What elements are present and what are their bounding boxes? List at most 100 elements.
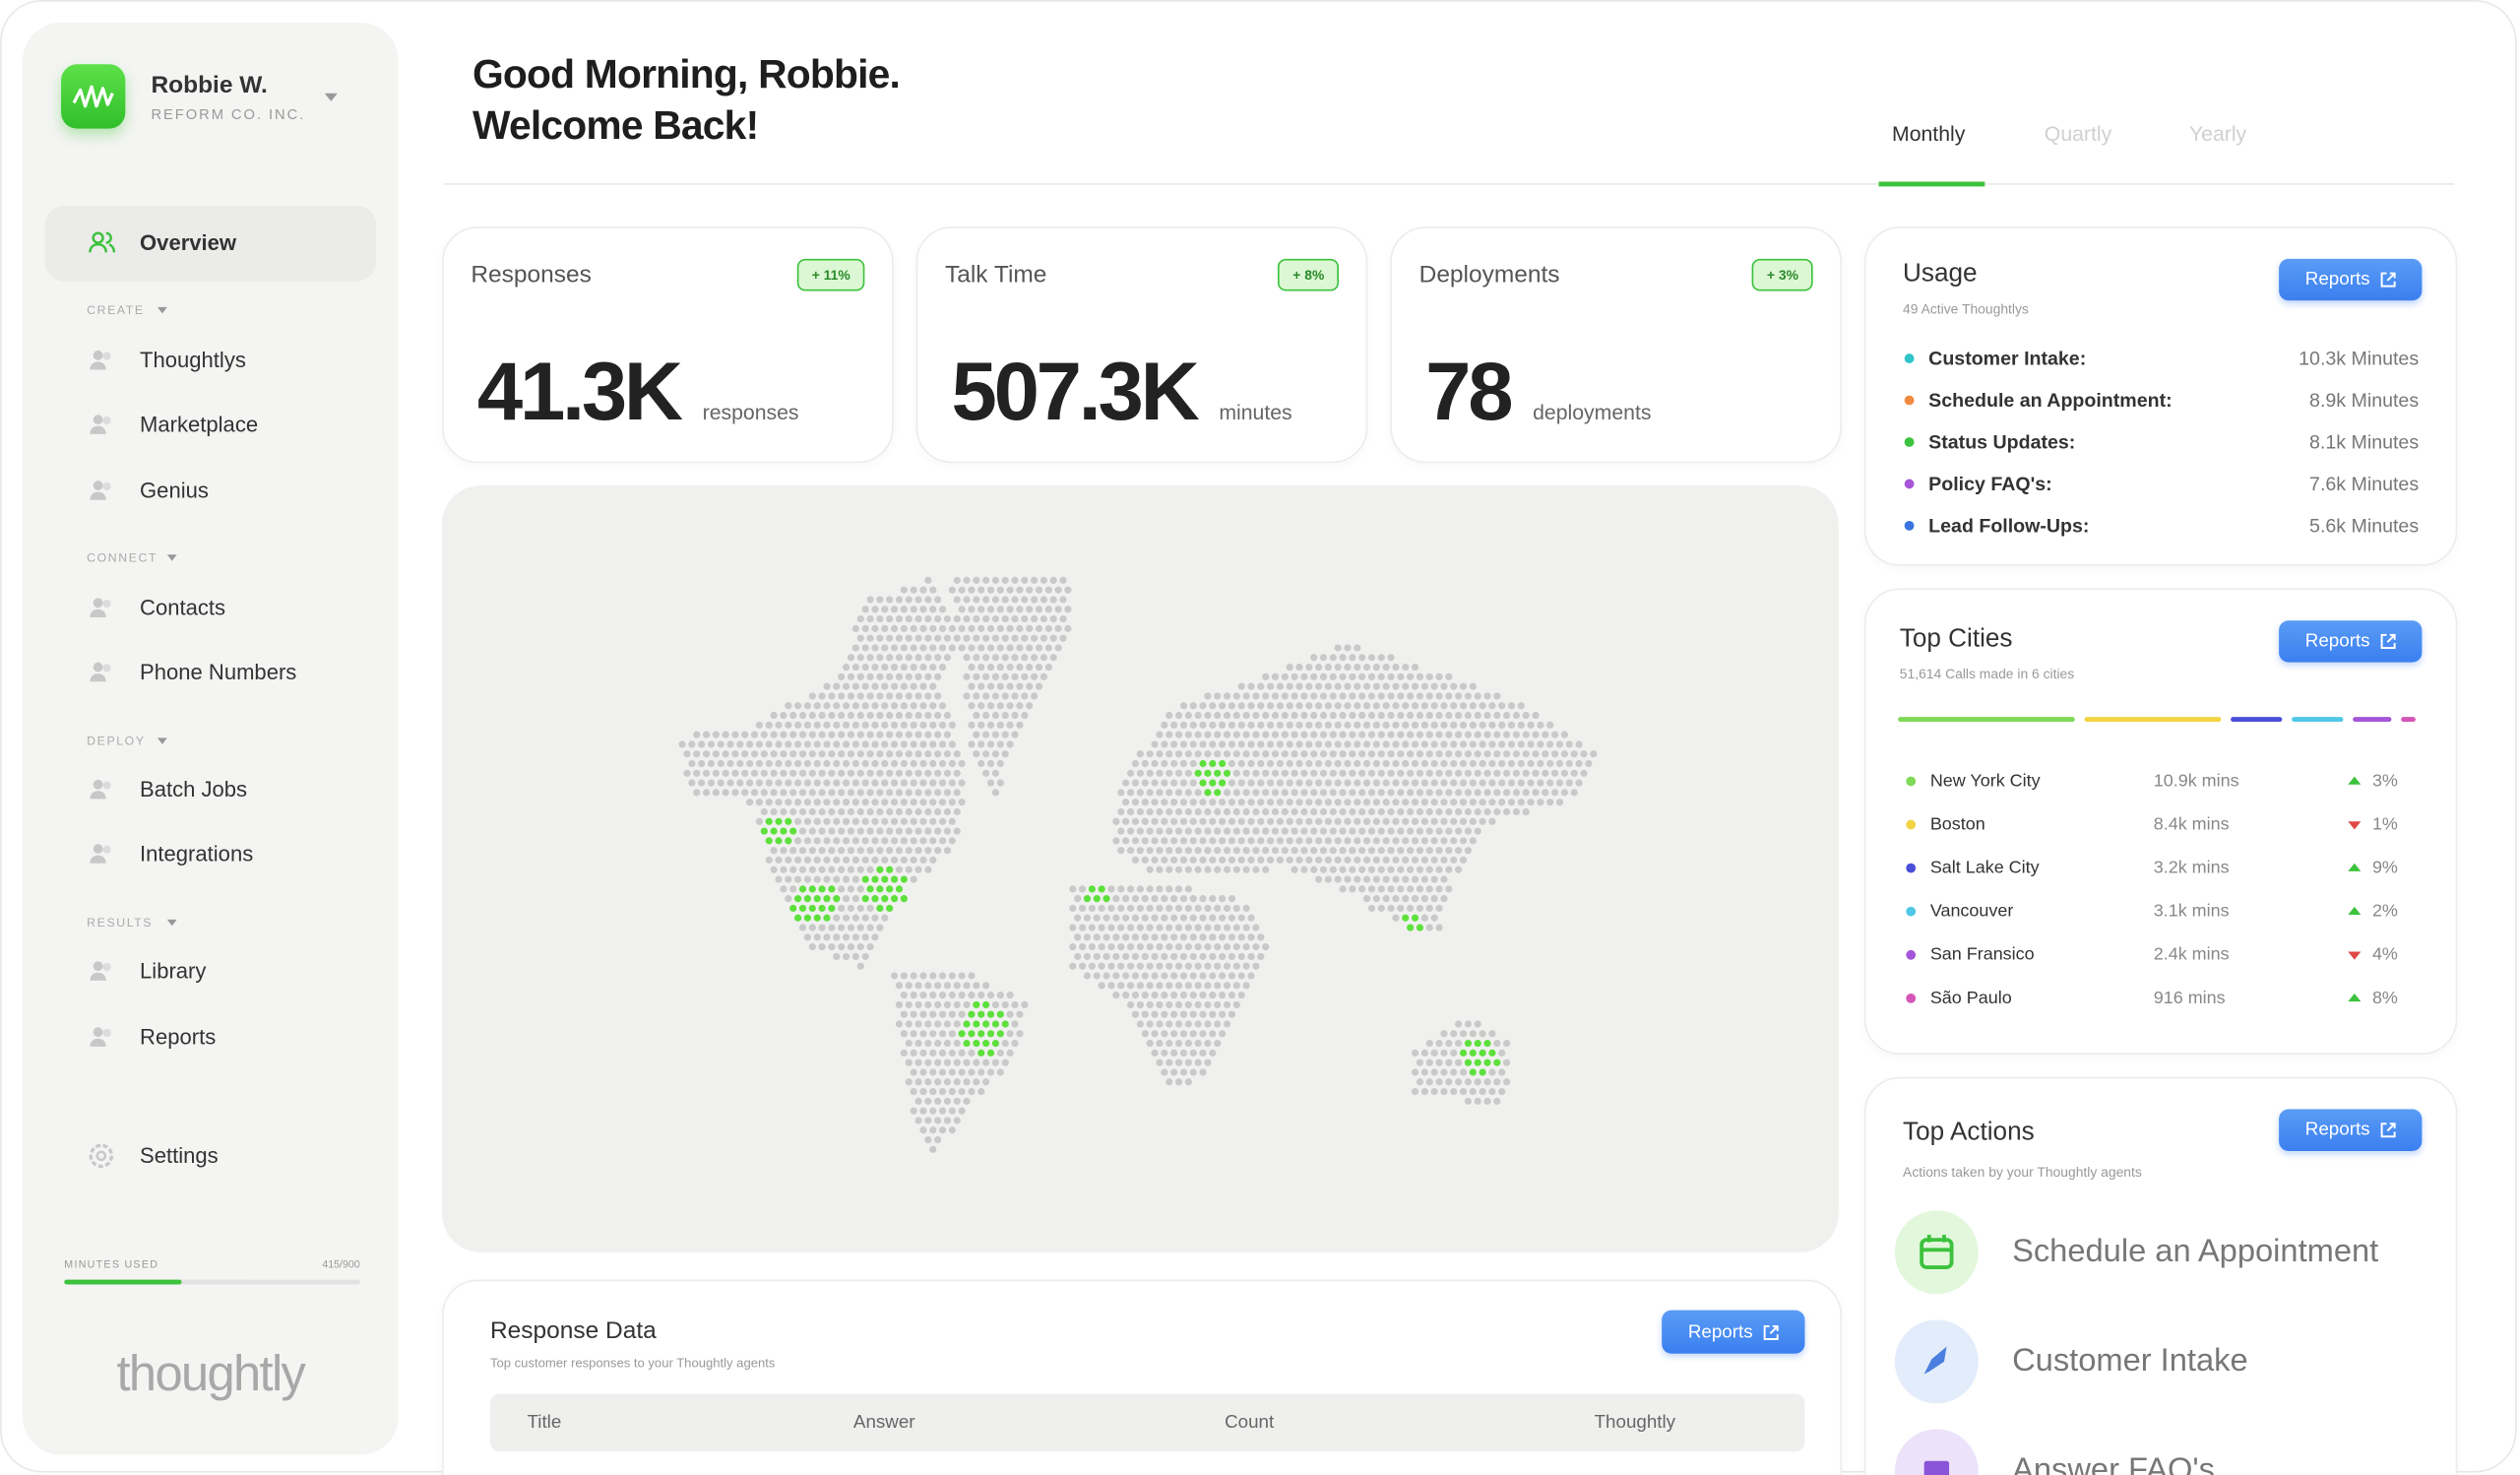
stat-badge: + 3% <box>1752 258 1813 291</box>
reports-button[interactable]: Reports <box>2279 620 2423 663</box>
usage-name: Policy FAQ's: <box>1928 472 2052 495</box>
usage-value: 10.3k Minutes <box>2299 347 2420 370</box>
nav-item[interactable]: Integrations <box>140 841 254 866</box>
nav-icon <box>90 844 111 864</box>
brand-logo: thoughtly <box>116 1345 306 1402</box>
city-name: Boston <box>1929 814 1985 835</box>
stat-badge: + 8% <box>1278 258 1339 291</box>
minutes-track <box>64 1279 360 1285</box>
stat-unit: minutes <box>1219 400 1292 425</box>
usage-name: Status Updates: <box>1928 430 2076 454</box>
column-header: Title <box>527 1413 562 1433</box>
user-name: Robbie W. <box>151 71 268 99</box>
stat-value-row: 78 deployments <box>1425 344 1651 438</box>
button-label[interactable]: Reports <box>1687 1321 1753 1342</box>
nav-icon <box>90 961 111 981</box>
legend-dot <box>1906 863 1917 873</box>
panel-title: Usage <box>1903 260 1978 289</box>
reports-button[interactable]: Reports <box>2279 1109 2423 1151</box>
city-minutes: 2.4k mins <box>2153 944 2230 965</box>
action-label[interactable]: Customer Intake <box>2012 1343 2248 1379</box>
column-header: Answer <box>852 1413 915 1433</box>
nav-item[interactable]: Phone Numbers <box>140 660 297 684</box>
nav-item[interactable]: Overview <box>140 230 237 255</box>
nav-icon <box>90 415 111 434</box>
city-bar <box>2230 717 2283 723</box>
reports-button[interactable]: Reports <box>2279 258 2423 301</box>
city-bar <box>2084 717 2222 723</box>
action-icon <box>1923 1460 1950 1475</box>
stat-value-row: 507.3K minutes <box>952 344 1292 438</box>
nav-icon <box>90 481 111 500</box>
stat-unit: responses <box>702 400 799 425</box>
action-icon-bg <box>1894 1210 1979 1295</box>
panel-subtitle: 49 Active Thoughtlys <box>1903 300 2029 317</box>
company: REFORM CO. INC. <box>151 105 306 123</box>
legend-dot <box>1906 949 1917 960</box>
city-bar <box>1898 717 2075 723</box>
stat-unit: deployments <box>1533 400 1652 425</box>
section-caret <box>158 738 168 744</box>
usage-name: Schedule an Appointment: <box>1928 389 2173 412</box>
legend-dot <box>1906 906 1917 917</box>
nav-item[interactable]: Reports <box>140 1024 217 1050</box>
city-bar <box>2352 717 2391 723</box>
nav-item[interactable]: Library <box>140 958 207 984</box>
stat-card: Deployments + 3% 78 deployments <box>1390 226 1843 464</box>
map-panel <box>441 485 1839 1252</box>
panel-subtitle: Actions taken by your Thoughtly agents <box>1903 1164 2142 1181</box>
header-rule <box>443 183 2455 185</box>
nav-item[interactable]: Marketplace <box>140 412 259 437</box>
nav-item[interactable]: Settings <box>140 1143 219 1169</box>
button-label[interactable]: Reports <box>2304 1120 2370 1140</box>
usage-value: 7.6k Minutes <box>2309 472 2420 495</box>
action-label[interactable]: Answer FAQ's <box>2012 1452 2215 1475</box>
city-change: 2% <box>2371 901 2398 922</box>
section-caret <box>167 554 178 561</box>
nav-icon <box>90 662 111 682</box>
settings-icon <box>89 1143 114 1169</box>
panel-subtitle: 51,614 Calls made in 6 cities <box>1899 665 2075 682</box>
stat-value: 507.3K <box>951 346 1200 438</box>
reports-button[interactable]: Reports <box>1662 1310 1805 1354</box>
city-bar <box>2292 717 2343 723</box>
minutes-fill <box>64 1279 182 1285</box>
city-change: 9% <box>2371 858 2398 878</box>
button-label[interactable]: Reports <box>2304 270 2370 289</box>
button-label[interactable]: Reports <box>2304 631 2370 652</box>
nav-item[interactable]: Thoughtlys <box>140 348 246 372</box>
trend-arrow <box>2348 906 2362 915</box>
city-change: 8% <box>2371 989 2398 1008</box>
nav-icon <box>89 231 116 253</box>
tab[interactable]: Monthly <box>1892 121 1966 146</box>
trend-arrow <box>2348 993 2362 1002</box>
stat-badge: + 11% <box>796 258 865 291</box>
city-name: San Fransico <box>1929 944 2035 965</box>
nav-item[interactable]: Batch Jobs <box>140 777 248 802</box>
city-name: New York City <box>1929 771 2041 792</box>
nav-item[interactable]: Genius <box>140 478 209 503</box>
greeting: Good Morning, Robbie. <box>472 52 901 97</box>
stat-card: Talk Time + 8% 507.3K minutes <box>915 226 1368 464</box>
stat-title: Talk Time <box>944 261 1047 289</box>
legend-dot <box>1904 520 1915 531</box>
minutes-label: MINUTES USED <box>64 1259 159 1271</box>
nav-section: CONNECT <box>87 550 158 565</box>
tab[interactable]: Quartly <box>2044 121 2112 146</box>
column-header: Count <box>1225 1413 1275 1433</box>
legend-dot <box>1904 353 1915 363</box>
panel-subtitle: Top customer responses to your Thoughtly… <box>489 1356 776 1371</box>
action-icon <box>1923 1346 1947 1375</box>
nav-icon <box>90 779 111 800</box>
city-minutes: 8.4k mins <box>2153 814 2230 835</box>
usage-value: 8.1k Minutes <box>2309 430 2420 454</box>
city-bar <box>2400 717 2416 723</box>
column-header: Thoughtly <box>1594 1413 1676 1433</box>
legend-dot <box>1904 395 1915 406</box>
stat-title: Responses <box>471 261 592 289</box>
tab[interactable]: Yearly <box>2188 121 2247 146</box>
action-label[interactable]: Schedule an Appointment <box>2012 1234 2379 1269</box>
nav-item[interactable]: Contacts <box>140 595 226 620</box>
